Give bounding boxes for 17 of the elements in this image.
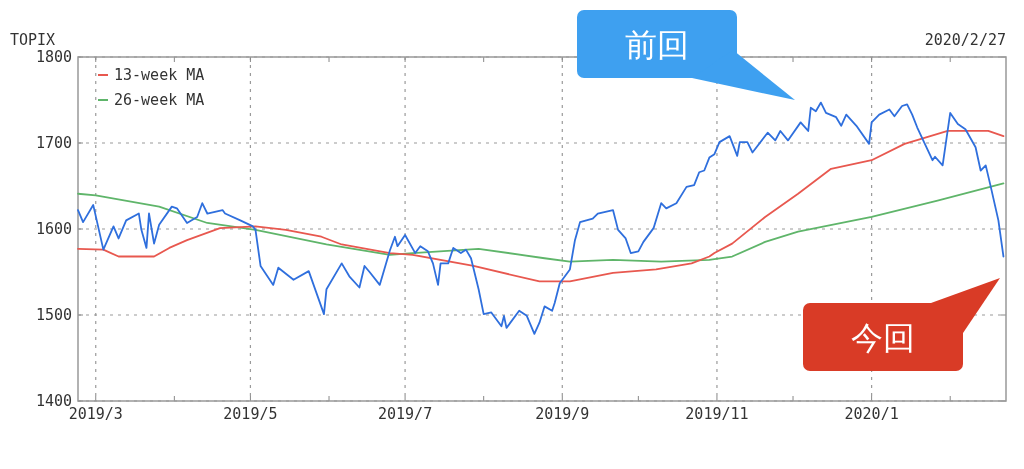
x-tick-label: 2020/1	[844, 405, 899, 423]
x-tick-label: 2019/11	[685, 405, 749, 423]
line-series	[77, 130, 1005, 283]
text: 2020/2/27	[924, 31, 1006, 49]
x-tick-label: 2019/7	[377, 405, 433, 423]
legend-label: 26-week MA	[114, 91, 205, 109]
line-series	[77, 182, 1005, 263]
annotation: 今回	[851, 319, 915, 357]
x-tick-label: 2019/9	[535, 405, 590, 423]
y-tick-label: 1700	[35, 134, 72, 152]
x-tick-label: 2019/5	[223, 405, 278, 423]
y-axis-title: TOPIX	[10, 31, 56, 49]
y-tick-label: 1800	[35, 48, 72, 66]
y-tick-label: 1600	[35, 220, 72, 238]
legend-label: 13-week MA	[114, 66, 205, 84]
y-tick-label: 1500	[35, 306, 72, 324]
annotation: 前回	[625, 26, 689, 64]
